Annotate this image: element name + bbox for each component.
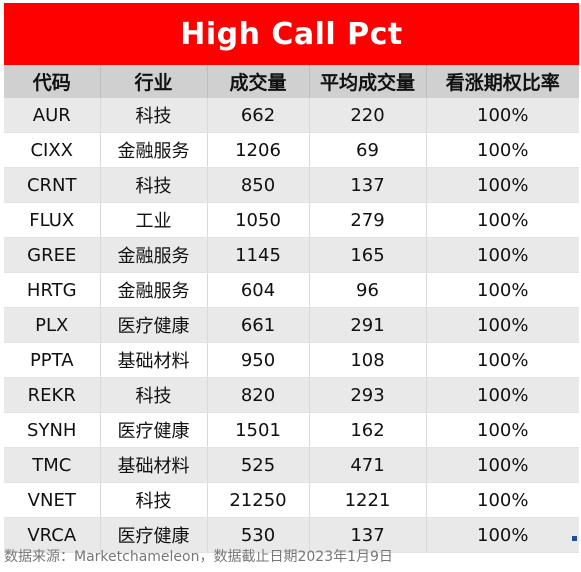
avg-volume-cell[interactable]: 137 xyxy=(309,167,427,203)
industry-cell[interactable]: 科技 xyxy=(100,377,208,413)
volume-cell[interactable]: 661 xyxy=(207,307,310,343)
call-ratio-cell[interactable]: 100% xyxy=(426,342,579,378)
volume-cell[interactable]: 525 xyxy=(207,447,310,483)
industry-cell[interactable]: 科技 xyxy=(100,167,208,203)
industry-cell[interactable]: 工业 xyxy=(100,202,208,238)
table-row: PLX 医疗健康 661 291 100% xyxy=(4,307,579,343)
table-row: GREE 金融服务 1145 165 100% xyxy=(4,237,579,273)
industry-cell[interactable]: 医疗健康 xyxy=(100,307,208,343)
avg-volume-cell[interactable]: 162 xyxy=(309,412,427,448)
table-row: HRTG 金融服务 604 96 100% xyxy=(4,272,579,308)
industry-cell[interactable]: 基础材料 xyxy=(100,447,208,483)
source-note: 数据来源：Marketchameleon，数据截止日期2023年1月9日 xyxy=(4,549,393,565)
ticker-cell[interactable]: SYNH xyxy=(4,412,101,448)
avg-volume-cell[interactable]: 291 xyxy=(309,307,427,343)
call-ratio-cell[interactable]: 100% xyxy=(426,132,579,168)
table-row: REKR 科技 820 293 100% xyxy=(4,377,579,413)
volume-cell[interactable]: 1050 xyxy=(207,202,310,238)
ticker-cell[interactable]: PLX xyxy=(4,307,101,343)
volume-cell[interactable]: 1145 xyxy=(207,237,310,273)
call-ratio-cell[interactable]: 100% xyxy=(426,202,579,238)
table-row: FLUX 工业 1050 279 100% xyxy=(4,202,579,238)
table-row: VRCA 医疗健康 530 137 100% xyxy=(4,517,579,553)
industry-cell[interactable]: 医疗健康 xyxy=(100,517,208,553)
call-ratio-cell[interactable]: 100% xyxy=(426,237,579,273)
industry-cell[interactable]: 科技 xyxy=(100,482,208,518)
call-ratio-cell[interactable]: 100% xyxy=(426,447,579,483)
avg-volume-cell[interactable]: 279 xyxy=(309,202,427,238)
industry-cell[interactable]: 科技 xyxy=(100,98,208,133)
volume-cell[interactable]: 530 xyxy=(207,517,310,553)
avg-volume-cell[interactable]: 108 xyxy=(309,342,427,378)
avg-volume-cell[interactable]: 471 xyxy=(309,447,427,483)
table-row: CRNT 科技 850 137 100% xyxy=(4,167,579,203)
industry-cell[interactable]: 金融服务 xyxy=(100,132,208,168)
volume-cell[interactable]: 662 xyxy=(207,98,310,133)
avg-volume-cell[interactable]: 69 xyxy=(309,132,427,168)
ticker-cell[interactable]: AUR xyxy=(4,98,101,133)
call-ratio-cell[interactable]: 100% xyxy=(426,412,579,448)
table-row: AUR 科技 662 220 100% xyxy=(4,98,579,133)
volume-cell[interactable]: 1206 xyxy=(207,132,310,168)
ticker-cell[interactable]: VNET xyxy=(4,482,101,518)
avg-volume-cell[interactable]: 293 xyxy=(309,377,427,413)
ticker-cell[interactable]: GREE xyxy=(4,237,101,273)
options-table: 代码 行业 成交量 平均成交量 看涨期权比率 AUR 科技 662 220 100% CI… xyxy=(4,65,579,553)
header-ticker: 代码 xyxy=(4,65,101,98)
ticker-cell[interactable]: HRTG xyxy=(4,272,101,308)
header-industry: 行业 xyxy=(100,65,208,98)
avg-volume-cell[interactable]: 220 xyxy=(309,98,427,133)
table-row: PPTA 基础材料 950 108 100% xyxy=(4,342,579,378)
industry-cell[interactable]: 金融服务 xyxy=(100,272,208,308)
header-avg-volume: 平均成交量 xyxy=(309,65,427,98)
ticker-cell[interactable]: FLUX xyxy=(4,202,101,238)
table-row: TMC 基础材料 525 471 100% xyxy=(4,447,579,483)
call-ratio-cell[interactable]: 100% xyxy=(426,482,579,518)
call-ratio-cell[interactable]: 100% xyxy=(426,167,579,203)
ticker-cell[interactable]: CRNT xyxy=(4,167,101,203)
avg-volume-cell[interactable]: 1221 xyxy=(309,482,427,518)
avg-volume-cell[interactable]: 165 xyxy=(309,237,427,273)
volume-cell[interactable]: 820 xyxy=(207,377,310,413)
header-volume: 成交量 xyxy=(207,65,310,98)
call-ratio-cell[interactable]: 100% xyxy=(426,98,579,133)
table-row: VNET 科技 21250 1221 100% xyxy=(4,482,579,518)
volume-cell[interactable]: 21250 xyxy=(207,482,310,518)
volume-cell[interactable]: 950 xyxy=(207,342,310,378)
table-row: SYNH 医疗健康 1501 162 100% xyxy=(4,412,579,448)
ticker-cell[interactable]: REKR xyxy=(4,377,101,413)
table-body: AUR 科技 662 220 100% CIXX 金融服务 1206 69 100% CRNT 科技 8… xyxy=(4,98,579,553)
volume-cell[interactable]: 604 xyxy=(207,272,310,308)
call-ratio-cell[interactable]: 100% xyxy=(426,272,579,308)
call-ratio-cell[interactable]: 100% xyxy=(426,377,579,413)
header-row: 代码 行业 成交量 平均成交量 看涨期权比率 xyxy=(4,65,579,98)
industry-cell[interactable]: 医疗健康 xyxy=(100,412,208,448)
avg-volume-cell[interactable]: 96 xyxy=(309,272,427,308)
table-row: CIXX 金融服务 1206 69 100% xyxy=(4,132,579,168)
industry-cell[interactable]: 基础材料 xyxy=(100,342,208,378)
table-title: High Call Pct xyxy=(4,3,579,65)
call-ratio-cell[interactable]: 100% xyxy=(426,307,579,343)
fill-handle[interactable] xyxy=(572,536,577,541)
header-call-ratio: 看涨期权比率 xyxy=(426,65,579,98)
call-ratio-cell[interactable]: 100% xyxy=(426,517,579,553)
ticker-cell[interactable]: CIXX xyxy=(4,132,101,168)
ticker-cell[interactable]: VRCA xyxy=(4,517,101,553)
ticker-cell[interactable]: PPTA xyxy=(4,342,101,378)
industry-cell[interactable]: 金融服务 xyxy=(100,237,208,273)
volume-cell[interactable]: 1501 xyxy=(207,412,310,448)
avg-volume-cell[interactable]: 137 xyxy=(309,517,427,553)
ticker-cell[interactable]: TMC xyxy=(4,447,101,483)
volume-cell[interactable]: 850 xyxy=(207,167,310,203)
